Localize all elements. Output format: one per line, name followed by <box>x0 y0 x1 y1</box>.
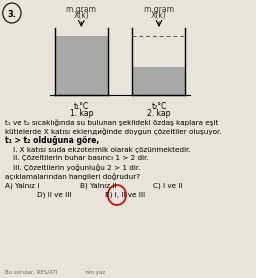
Text: D) II ve III: D) II ve III <box>37 191 71 197</box>
Text: t₁°C: t₁°C <box>74 102 89 111</box>
Text: açıklamalarından hangileri doğrudur?: açıklamalarından hangileri doğrudur? <box>5 173 140 180</box>
Text: B) Yalnız II: B) Yalnız II <box>80 182 117 189</box>
Text: 1. kap: 1. kap <box>70 109 93 118</box>
Text: t₁ ve t₂ sıcaklığında su bulunan şekildeki özdaş kaplara eşit: t₁ ve t₂ sıcaklığında su bulunan şekilde… <box>5 119 218 126</box>
Text: m gram: m gram <box>66 5 96 14</box>
Text: m gram: m gram <box>144 5 174 14</box>
Text: C) I ve II: C) I ve II <box>154 182 183 189</box>
Text: E) I, II ve III: E) I, II ve III <box>105 191 145 197</box>
Text: A) Yalnız I: A) Yalnız I <box>5 182 39 189</box>
Text: t₂°C: t₂°C <box>151 102 167 111</box>
Text: 3.: 3. <box>7 9 16 19</box>
Text: X(k): X(k) <box>151 11 167 20</box>
Text: Bu sorular, RES/ATI                nin yaz: Bu sorular, RES/ATI nin yaz <box>5 270 105 275</box>
Text: III. Çözeltilerin yoğunluğu 2 > 1 dir.: III. Çözeltilerin yoğunluğu 2 > 1 dir. <box>13 163 140 170</box>
Bar <box>133 67 186 95</box>
Text: t₁ > t₂ olduğuna göre,: t₁ > t₂ olduğuna göre, <box>5 136 99 145</box>
Text: I. X katısı suda ekzotermik olarak çözünmektedir.: I. X katısı suda ekzotermik olarak çözün… <box>13 147 190 153</box>
Text: 2. kap: 2. kap <box>147 109 171 118</box>
Text: X(k): X(k) <box>73 11 89 20</box>
Text: II. Çözeltilerin buhar basıncı 1 > 2 dir.: II. Çözeltilerin buhar basıncı 1 > 2 dir… <box>13 155 148 161</box>
Bar <box>55 36 108 95</box>
Text: kütlelerde X katısı eklenдиğinde doygun çözeltiler oluşuyor.: kütlelerde X katısı eklenдиğinde doygun … <box>5 128 221 135</box>
